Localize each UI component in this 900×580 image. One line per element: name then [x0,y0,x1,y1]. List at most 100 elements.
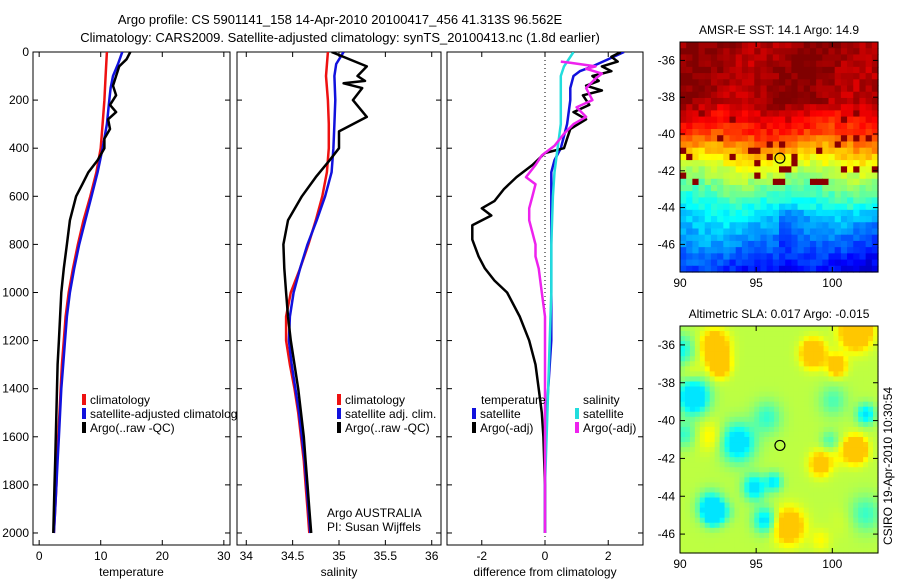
heatmap-cell [769,386,775,393]
heatmap-cell [843,447,849,453]
heatmap-cell [838,341,844,347]
heatmap-cell [699,497,706,504]
y-tick-label: -40 [658,127,676,141]
heatmap-cell [840,203,848,211]
heatmap-cell [871,184,879,192]
y-tick-label: 600 [9,189,29,203]
heatmap-cell [754,442,760,448]
heatmap-cell [739,401,745,408]
heatmap-cell [684,401,691,408]
heatmap-cell [734,472,740,478]
heatmap-cell [766,122,774,130]
heatmap-cell [759,351,765,357]
heatmap-cell [793,326,800,332]
heatmap-cell [823,361,830,367]
heatmap-cell [868,547,874,554]
series-line-salinity-satellite [543,52,575,533]
heatmap-cell [769,371,775,378]
heatmap-cell [823,482,830,489]
heatmap-cell [818,426,825,433]
heatmap-cell [680,346,686,352]
heatmap-cell [709,376,716,383]
heatmap-cell [704,442,711,448]
heatmap-cell [717,259,724,267]
heatmap-cell [833,431,839,438]
heatmap-cell [719,406,726,413]
heatmap-cell [863,396,869,403]
heatmap-cell [729,457,736,463]
heatmap-cell [684,512,691,519]
heatmap-cell [818,487,825,494]
heatmap-cell [798,331,805,337]
heatmap-cell [717,153,724,161]
heatmap-cell [803,406,810,413]
heatmap-cell [828,396,835,403]
heatmap-cell [754,467,760,473]
heatmap-cell [686,104,693,111]
heatmap-cell [809,209,817,217]
heatmap-cell [698,184,706,192]
heatmap-cell [783,356,790,362]
heatmap-cell [853,361,859,367]
heatmap-cell [816,222,823,230]
heatmap-cell [788,467,795,473]
heatmap-cell [828,406,835,413]
heatmap-cell [816,85,823,93]
heatmap-cell [686,222,693,230]
heatmap-cell [723,216,731,223]
heatmap-cell [871,85,879,93]
heatmap-cell [873,391,879,398]
heatmap-cell [843,381,849,388]
heatmap-cell [873,371,879,378]
heatmap-cell [779,326,785,332]
heatmap-cell [694,447,701,453]
heatmap-cell [723,104,731,111]
heatmap-cell [760,247,768,254]
heatmap-cell [779,416,785,423]
heatmap-cell [729,421,736,428]
heatmap-cell [803,497,810,504]
heatmap-cell [843,396,849,403]
heatmap-cell [840,104,848,111]
heatmap-cell [686,253,693,261]
heatmap-cell [828,104,836,111]
heatmap-cell [748,240,755,248]
heatmap-cell [816,166,823,174]
heatmap-cell [779,487,785,494]
heatmap-cell [783,346,790,352]
heatmap-cell [774,487,780,494]
heatmap-cell [684,517,691,524]
heatmap-cell [774,462,780,468]
heatmap-cell [813,447,820,453]
heatmap-cell [754,401,760,408]
heatmap-cell [729,522,736,529]
heatmap-cell [828,416,835,423]
heatmap-cell [840,147,848,155]
heatmap-cell [748,91,755,99]
heatmap-cell [729,361,736,367]
heatmap-cell [766,160,774,167]
y-tick-label: 2000 [2,526,29,540]
heatmap-cell [704,147,712,155]
heatmap-cell [828,502,835,509]
heatmap-cell [766,129,774,136]
heatmap-cell [729,326,736,332]
heatmap-cell [779,467,785,473]
heatmap-cell [873,416,879,423]
heatmap-cell [843,411,849,418]
heatmap-cell [698,247,706,254]
heatmap-cell [684,532,691,539]
heatmap-cell [717,216,724,223]
heatmap-cell [774,421,780,428]
heatmap-cell [863,482,869,489]
heatmap-cell [822,197,830,205]
heatmap-cell [791,48,799,56]
heatmap-cell [828,401,835,408]
heatmap-cell [748,73,755,80]
salinity-panel: 34 34.5 35 35.5 36salinityclimatologysatelli… [236,51,442,579]
heatmap-cell [698,73,706,80]
heatmap-cell [729,54,737,62]
heatmap-cell [871,79,879,87]
heatmap-cell [719,361,726,367]
heatmap-cell [686,153,693,161]
